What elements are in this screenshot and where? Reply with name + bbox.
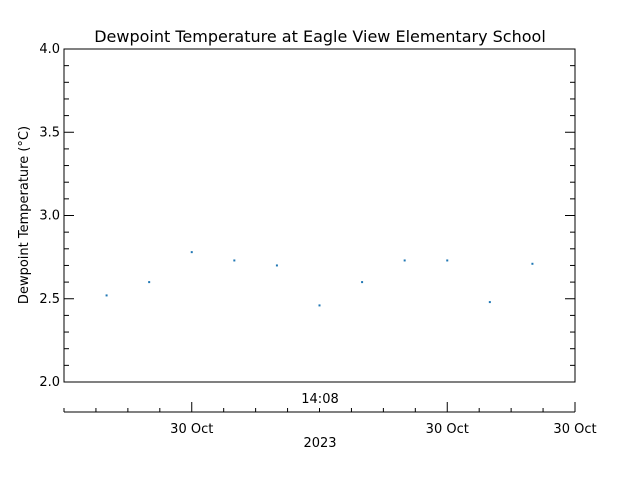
data-point (531, 262, 534, 265)
y-axis-ticks (64, 48, 575, 383)
data-point (318, 304, 321, 307)
data-point (446, 259, 449, 262)
x-axis-tick-labels: 30 Oct 30 Oct 30 Oct (170, 422, 596, 437)
data-point (488, 301, 491, 304)
x-tick-label: 30 Oct (553, 422, 596, 437)
data-point (190, 251, 193, 254)
y-tick-label: 3.5 (39, 125, 60, 140)
y-axis-tick-labels: 2.0 2.5 3.0 3.5 4.0 (39, 42, 60, 390)
data-points (105, 251, 534, 307)
data-point (105, 294, 108, 297)
data-point (403, 259, 406, 262)
x-tick-label: 30 Oct (426, 422, 469, 437)
y-tick-label: 2.0 (39, 375, 60, 390)
x-tick-label: 30 Oct (170, 422, 213, 437)
y-tick-label: 2.5 (39, 292, 60, 307)
data-point (148, 281, 151, 284)
data-point (361, 281, 364, 284)
x-axis-label: 2023 (303, 436, 336, 451)
y-axis-label: Dewpoint Temperature (°C) (17, 126, 32, 304)
time-label: 14:08 (301, 392, 338, 407)
x-axis-ticks (63, 402, 576, 412)
data-point (233, 259, 236, 262)
y-tick-label: 4.0 (39, 42, 60, 57)
chart-title: Dewpoint Temperature at Eagle View Eleme… (94, 27, 546, 46)
y-tick-label: 3.0 (39, 209, 60, 224)
data-point (275, 264, 278, 267)
plot-frame (63, 48, 576, 383)
